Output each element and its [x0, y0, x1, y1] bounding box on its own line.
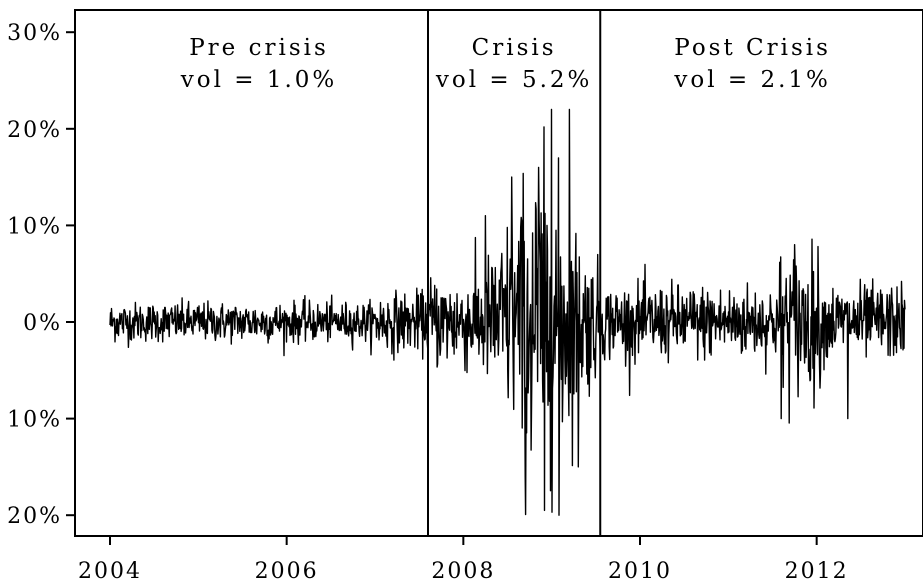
- regime-boundaries: [427, 10, 602, 536]
- regime-vol-label: vol = 2.1%: [673, 67, 831, 93]
- regime-name-label: Pre crisis: [189, 35, 329, 61]
- regime-name-label: Crisis: [472, 35, 557, 61]
- regime-annotations: Pre crisis vol = 1.0% Crisis vol = 5.2% Post…: [180, 35, 831, 93]
- regime-name-label: Post Crisis: [674, 35, 831, 61]
- regime-vol-label: vol = 1.0%: [180, 67, 338, 93]
- y-tick-label: 10%: [7, 408, 62, 433]
- y-tick-label: 20%: [7, 118, 62, 143]
- y-tick-label: 0%: [23, 311, 62, 336]
- series-layer: [109, 108, 906, 516]
- x-tick-label: 2008: [431, 559, 495, 584]
- x-tick-label: 2012: [785, 559, 849, 584]
- x-axis-ticks: 2004 2006 2008 2010 2012: [78, 536, 849, 584]
- y-tick-label: 30%: [7, 21, 62, 46]
- regime-vol-label: vol = 5.2%: [435, 67, 593, 93]
- x-tick-label: 2006: [255, 559, 319, 584]
- y-tick-label: 10%: [7, 214, 62, 239]
- x-tick-label: 2004: [78, 559, 142, 584]
- y-axis-ticks: 30% 20% 10% 0% 10% 20%: [7, 21, 75, 529]
- y-tick-label: 20%: [7, 504, 62, 529]
- plot-frame: [74, 9, 923, 537]
- x-tick-label: 2010: [608, 559, 672, 584]
- returns-series-line: [109, 108, 906, 516]
